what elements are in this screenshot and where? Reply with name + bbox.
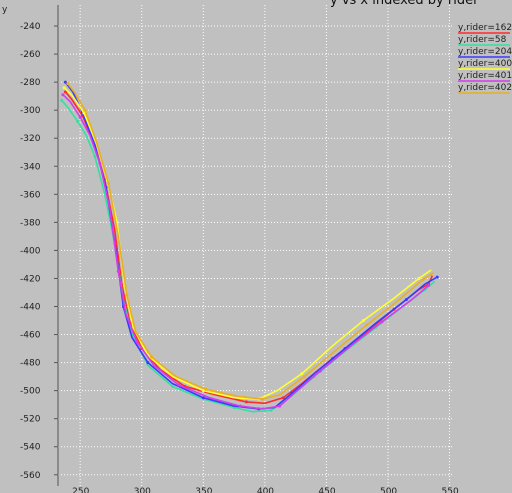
data-point — [83, 108, 87, 112]
data-point — [107, 181, 110, 185]
x-tick-label: 450 — [318, 487, 335, 493]
y-axis-label: y — [2, 5, 8, 15]
data-point — [63, 80, 67, 84]
data-point — [60, 98, 64, 102]
x-tick-label: 550 — [442, 487, 459, 493]
y-tick-label: -440 — [20, 303, 41, 313]
y-tick-label: -420 — [20, 274, 41, 284]
y-tick-label: -320 — [20, 134, 41, 144]
data-point — [78, 115, 82, 119]
y-tick-label: -400 — [20, 246, 41, 256]
series-line — [67, 83, 434, 400]
legend-entry-label: y,rider=401 — [458, 71, 512, 81]
data-point — [66, 82, 70, 85]
data-point — [116, 269, 120, 273]
y-tick-label: -340 — [20, 162, 41, 172]
grid-lines — [58, 5, 452, 486]
plot-area — [58, 5, 452, 486]
legend-entry-label: y,rider=58 — [458, 35, 507, 45]
data-point — [177, 383, 181, 387]
data-point — [150, 355, 154, 359]
y-axis: -240 -260 -280 -300 -320 -340 -360 -380 -400 -420… — [20, 5, 59, 486]
data-point — [61, 93, 65, 97]
y-tick-label: -260 — [20, 50, 41, 60]
data-point — [201, 389, 205, 393]
data-point — [63, 90, 67, 94]
data-point — [302, 375, 306, 379]
data-point — [82, 111, 86, 115]
data-point — [404, 298, 408, 301]
legend-entry-label: y,rider=400 — [458, 59, 512, 69]
data-point — [93, 155, 97, 158]
data-point — [98, 162, 102, 165]
y-tick-label: -500 — [20, 387, 41, 397]
data-point — [135, 340, 139, 344]
data-point — [318, 369, 322, 373]
y-tick-label: -560 — [20, 471, 41, 481]
chart-title: y vs x indexed by rider — [330, 0, 479, 8]
data-point — [380, 320, 384, 324]
y-tick-label: -520 — [20, 415, 41, 425]
legend: y,rider=162 y,rider=58 y,rider=204 y,rider=… — [458, 23, 512, 94]
y-tick-label: -540 — [20, 443, 41, 453]
x-tick-label: 250 — [72, 487, 89, 493]
legend-entry-label: y,rider=162 — [458, 23, 512, 33]
data-point — [421, 278, 424, 282]
y-tick-label: -280 — [20, 78, 41, 88]
data-point — [76, 119, 80, 123]
data-point — [361, 319, 365, 322]
data-point — [417, 277, 421, 280]
legend-entry-label: y,rider=204 — [458, 47, 512, 57]
x-tick-label: 350 — [195, 487, 212, 493]
y-tick-label: -240 — [20, 22, 41, 32]
x-tick-label: 500 — [380, 487, 397, 493]
x-tick-label: 300 — [134, 487, 151, 493]
data-point — [125, 293, 129, 297]
x-tick-label: 400 — [257, 487, 274, 493]
y-tick-label: -360 — [20, 190, 41, 200]
data-point — [435, 275, 439, 279]
data-point — [300, 372, 304, 376]
data-point — [281, 396, 285, 400]
legend-entry-label: y,rider=402 — [458, 83, 512, 93]
data-point — [204, 387, 208, 391]
data-point — [427, 284, 431, 287]
x-axis: 250 300 350 400 450 500 550 — [72, 487, 459, 493]
series-5 — [66, 82, 434, 401]
data-point — [278, 404, 282, 408]
y-tick-label: -380 — [20, 218, 41, 228]
data-point — [201, 396, 205, 400]
data-point — [260, 397, 264, 401]
data-point — [269, 408, 273, 412]
series-4 — [61, 93, 431, 410]
data-point — [244, 400, 248, 404]
y-tick-label: -460 — [20, 331, 41, 341]
data-point — [238, 404, 242, 408]
data-point — [171, 384, 174, 388]
data-point — [146, 361, 150, 365]
series-layer — [60, 80, 439, 413]
data-point — [62, 86, 66, 90]
data-point — [365, 323, 369, 327]
y-tick-label: -300 — [20, 106, 41, 116]
y-tick-label: -480 — [20, 359, 41, 369]
